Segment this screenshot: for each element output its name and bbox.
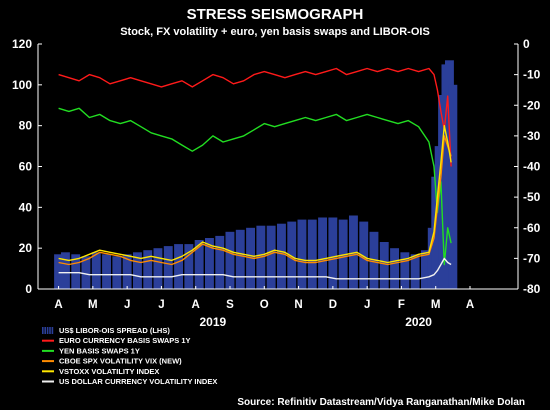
libor-ois-bar xyxy=(174,244,183,289)
left-tick-label: 40 xyxy=(19,200,33,214)
libor-ois-bars xyxy=(54,60,458,290)
legend-swatch-bar xyxy=(49,327,51,334)
month-tick-label: M xyxy=(431,299,441,311)
left-tick-label: 100 xyxy=(12,78,32,92)
left-tick-label: 80 xyxy=(19,119,33,133)
libor-ois-bar xyxy=(143,250,153,289)
libor-ois-bar xyxy=(235,229,245,289)
right-tick-label: -50 xyxy=(523,190,541,204)
month-tick-label: S xyxy=(226,299,234,311)
month-tick-label: A xyxy=(192,299,200,311)
left-tick-label: 0 xyxy=(25,282,32,296)
libor-ois-bar xyxy=(328,217,338,289)
series-lines xyxy=(58,67,452,280)
legend-swatch-bar xyxy=(51,327,54,334)
libor-ois-bar xyxy=(71,254,81,289)
chart-subtitle: Stock, FX volatility + euro, yen basis s… xyxy=(120,26,430,38)
series-line-cboe-spx-volatility-vix-new xyxy=(58,135,452,266)
left-tick-label: 20 xyxy=(19,241,33,255)
right-tick-label: -30 xyxy=(523,129,541,143)
libor-ois-bar xyxy=(153,248,163,289)
legend-label: EURO CURRENCY BASIS SWAPS 1Y xyxy=(59,336,191,345)
right-tick-label: -60 xyxy=(523,221,541,235)
libor-ois-bar xyxy=(225,231,235,289)
legend-label: YEN BASIS SWAPS 1Y xyxy=(59,346,140,355)
libor-ois-bar xyxy=(133,252,142,290)
right-tick-label: 0 xyxy=(523,37,530,51)
libor-ois-bar xyxy=(421,250,430,289)
libor-ois-bar xyxy=(246,227,255,290)
libor-ois-bar xyxy=(205,238,214,289)
libor-ois-bar xyxy=(61,252,70,290)
month-tick-label: A xyxy=(54,299,62,311)
libor-ois-bar xyxy=(287,221,297,289)
libor-ois-bar xyxy=(112,256,122,289)
left-tick-label: 60 xyxy=(19,160,33,174)
series-line-vstoxx-volatility-index xyxy=(58,125,452,264)
libor-ois-bar xyxy=(318,217,327,289)
libor-ois-bar xyxy=(184,244,194,289)
libor-ois-bar xyxy=(277,223,286,289)
right-tick-label: -20 xyxy=(523,98,541,112)
right-tick-label: -10 xyxy=(523,68,541,82)
legend-label: US DOLLAR CURRENCY VOLATILITY INDEX xyxy=(59,377,217,386)
libor-ois-bar xyxy=(215,235,225,289)
series-line-yen-basis-swaps-1y xyxy=(58,107,452,266)
libor-ois-bar xyxy=(102,254,111,289)
legend-swatch-bar xyxy=(42,327,44,334)
libor-ois-bar xyxy=(307,219,317,289)
libor-ois-bar xyxy=(163,246,173,289)
year-label: 2020 xyxy=(405,315,432,329)
libor-ois-bar xyxy=(349,215,358,289)
libor-ois-bar xyxy=(54,254,63,289)
libor-ois-bar xyxy=(266,225,276,289)
month-tick-label: F xyxy=(398,299,405,311)
legend-label: US$ LIBOR-OIS SPREAD (LHS) xyxy=(59,326,170,335)
libor-ois-bar xyxy=(359,221,369,289)
month-tick-label: J xyxy=(158,299,164,311)
year-label: 2019 xyxy=(200,315,227,329)
libor-ois-bar xyxy=(379,242,389,289)
legend-label: VSTOXX VOLATILITY INDEX xyxy=(59,367,159,376)
month-tick-label: J xyxy=(364,299,370,311)
legend-label: CBOE SPX VOLATILITY VIX (NEW) xyxy=(59,357,182,366)
left-tick-label: 120 xyxy=(12,37,32,51)
chart-title: STRESS SEISMOGRAPH xyxy=(187,6,364,23)
month-tick-label: D xyxy=(329,299,337,311)
source-note: Source: Refinitiv Datastream/Vidya Ranga… xyxy=(237,397,525,408)
libor-ois-bar xyxy=(297,219,307,289)
year-labels: 2019 2020 xyxy=(200,315,433,329)
libor-ois-bar xyxy=(390,248,399,289)
libor-ois-bar xyxy=(400,252,410,290)
legend-swatch-bar xyxy=(46,327,49,334)
right-axis-ticks: 0 -10 -20 -30 -40 -50 -60 -70 -80 xyxy=(514,37,541,296)
left-axis-ticks: 0 20 40 60 80 100 120 xyxy=(12,37,42,296)
month-tick-label: J xyxy=(124,299,130,311)
libor-ois-bar xyxy=(91,252,101,290)
month-tick-label: M xyxy=(88,299,98,311)
libor-ois-bar xyxy=(194,240,204,289)
legend-swatch-bar xyxy=(44,327,46,334)
month-tick-label: O xyxy=(260,299,269,311)
libor-ois-bar xyxy=(448,84,458,289)
legend: US$ LIBOR-OIS SPREAD (LHS)EURO CURRENCY … xyxy=(42,326,217,386)
right-tick-label: -70 xyxy=(523,251,541,265)
right-tick-label: -40 xyxy=(523,160,541,174)
series-line-us-dollar-currency-volatility-index xyxy=(58,257,452,280)
right-tick-label: -80 xyxy=(523,282,541,296)
libor-ois-bar xyxy=(410,254,420,289)
series-line-euro-currency-basis-swaps-1y xyxy=(58,67,452,167)
month-tick-label: A xyxy=(466,299,474,311)
month-tick-label: N xyxy=(294,299,302,311)
libor-ois-bar xyxy=(81,256,91,289)
libor-ois-bar xyxy=(122,254,132,289)
